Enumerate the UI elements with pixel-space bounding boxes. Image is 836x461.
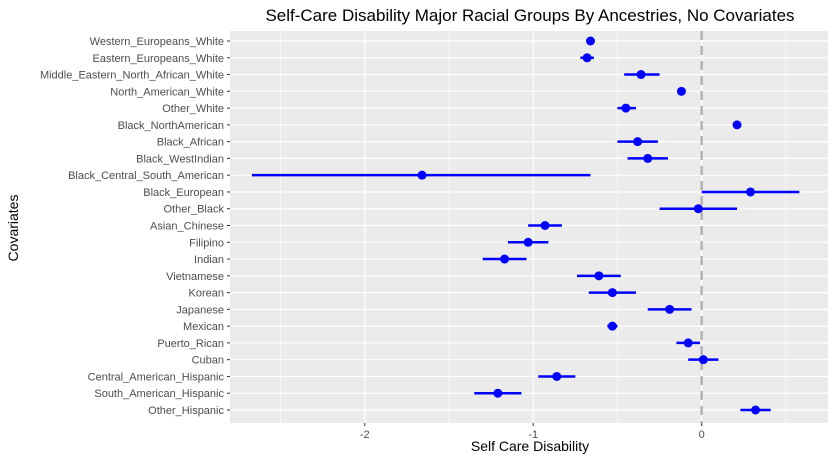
- y-tick-label: Central_American_Hispanic: [88, 371, 225, 383]
- y-tick-label: South_American_Hispanic: [94, 388, 224, 400]
- y-tick-label: Black_African: [157, 137, 224, 149]
- estimate-point: [746, 187, 756, 197]
- estimate-point: [417, 170, 427, 180]
- estimate-point: [698, 355, 708, 365]
- y-tick-label: Middle_Eastern_North_African_White: [40, 70, 224, 82]
- y-tick-label: Korean: [189, 288, 224, 300]
- y-axis-title: Covariates: [5, 195, 21, 262]
- estimate-point: [633, 137, 643, 147]
- estimate-point: [607, 288, 617, 298]
- y-tick-label: Puerto_Rican: [157, 338, 224, 350]
- y-tick-label: Cuban: [192, 355, 224, 367]
- y-tick-label: Other_Black: [163, 204, 224, 216]
- y-tick-label: Other_White: [162, 103, 224, 115]
- y-tick-label: North_American_White: [110, 86, 224, 98]
- y-tick-label: Black_European: [143, 187, 224, 199]
- estimate-point: [751, 405, 761, 415]
- x-tick-label: -2: [360, 429, 370, 441]
- y-tick-label: Black_WestIndian: [136, 153, 224, 165]
- estimate-point: [523, 237, 533, 247]
- estimate-point: [607, 321, 617, 331]
- x-tick-label: -1: [528, 429, 538, 441]
- y-tick-label: Asian_Chinese: [150, 221, 224, 233]
- estimate-point: [636, 70, 646, 80]
- x-axis-title: Self Care Disability: [471, 438, 589, 454]
- grid-lines: [230, 31, 828, 423]
- y-tick-label: Black_NorthAmerican: [118, 120, 224, 132]
- y-axis-ticks: Western_Europeans_White Eastern_Europeans…: [40, 36, 230, 417]
- y-tick-label: Filipino: [189, 237, 224, 249]
- data-marks: [251, 36, 800, 415]
- estimate-point: [676, 86, 686, 96]
- plot-panel: [230, 31, 828, 423]
- x-tick-label: 0: [699, 429, 705, 441]
- estimate-point: [594, 271, 604, 281]
- estimate-point: [621, 103, 631, 113]
- estimate-point: [493, 388, 503, 398]
- chart-title: Self-Care Disability Major Racial Groups…: [265, 6, 794, 25]
- estimate-point: [643, 153, 653, 163]
- y-tick-label: Vietnamese: [166, 271, 224, 283]
- estimate-point: [552, 371, 562, 381]
- estimate-point: [585, 36, 595, 46]
- estimate-point: [683, 338, 693, 348]
- y-tick-label: Mexican: [183, 321, 224, 333]
- y-tick-label: Eastern_Europeans_White: [93, 53, 224, 65]
- y-tick-label: Other_Hispanic: [148, 405, 224, 417]
- y-tick-label: Black_Central_South_American: [68, 170, 224, 182]
- estimate-point: [665, 304, 675, 314]
- y-tick-label: Indian: [194, 254, 224, 266]
- x-axis-ticks: -2 -1 0: [360, 423, 705, 441]
- estimate-point: [582, 53, 592, 63]
- y-tick-label: Japanese: [176, 304, 224, 316]
- estimate-point: [540, 221, 550, 230]
- estimate-point: [732, 120, 742, 130]
- estimate-point: [500, 254, 510, 264]
- y-tick-label: Western_Europeans_White: [90, 36, 224, 48]
- estimate-point: [693, 204, 703, 214]
